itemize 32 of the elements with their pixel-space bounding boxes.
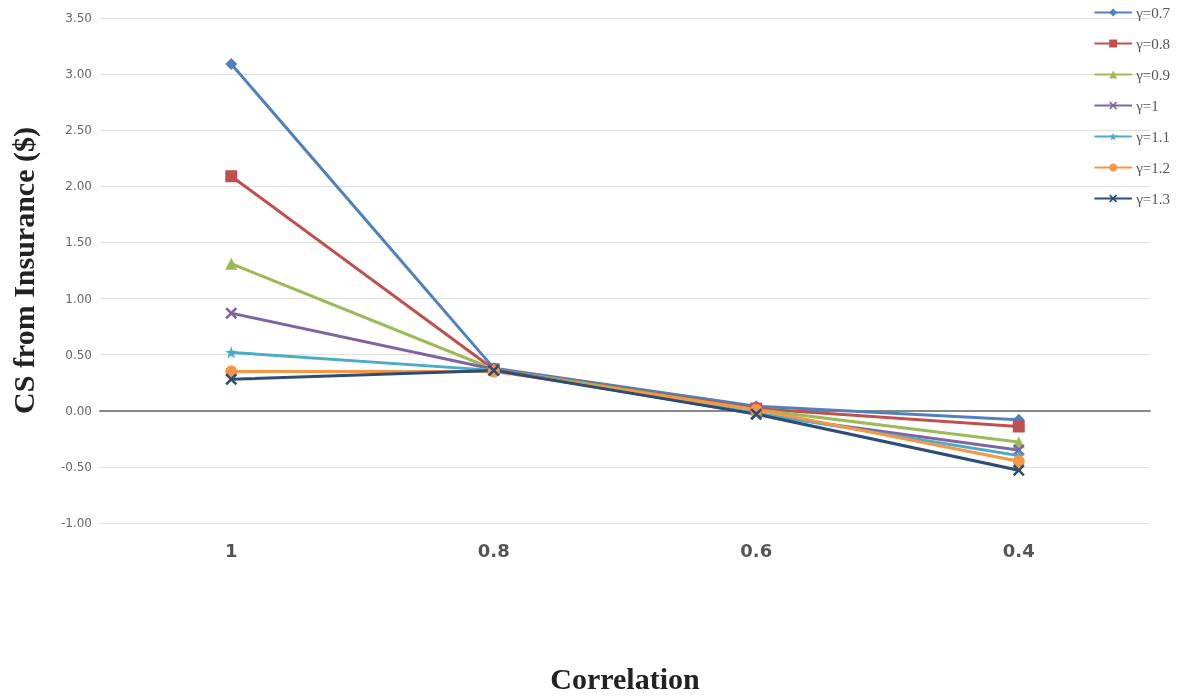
point	[225, 257, 238, 270]
x-tick-label: 0.6	[740, 539, 773, 561]
y-tick-label: 0.00	[65, 403, 92, 418]
legend-label: γ=0.9	[1135, 66, 1171, 83]
legend-label: γ=1.3	[1135, 190, 1171, 207]
y-tick-label: 1.00	[65, 291, 92, 306]
y-tick-label: 2.00	[65, 179, 92, 194]
y-tick-label: 3.00	[65, 67, 92, 82]
x-tick-label: 1	[224, 539, 238, 561]
point	[225, 373, 238, 386]
legend-label: γ=1	[1135, 97, 1159, 114]
point	[1012, 455, 1025, 468]
x-tick-label: 0.8	[477, 539, 510, 561]
y-tick-label: -1.00	[60, 516, 92, 530]
x-axis-title: Correlation	[550, 661, 701, 695]
y-tick-label: 3.50	[65, 11, 92, 25]
y-tick-label: 1.50	[65, 235, 92, 250]
legend-label: γ=0.8	[1135, 35, 1171, 52]
legend-label: γ=1.2	[1135, 159, 1171, 176]
y-tick-label: 0.50	[65, 347, 92, 362]
x-tick-label: 0.4	[1002, 539, 1035, 561]
point	[1012, 464, 1025, 477]
legend-label: γ=0.7	[1135, 4, 1171, 21]
point	[225, 58, 238, 71]
y-axis-title: CS from Insurance ($)	[6, 127, 41, 414]
point	[225, 346, 238, 359]
y-tick-label: -0.50	[60, 459, 92, 474]
point	[225, 170, 238, 183]
legend-label: γ=1.1	[1135, 128, 1171, 145]
point	[225, 307, 238, 320]
point	[1012, 420, 1025, 433]
y-tick-label: 2.50	[65, 123, 92, 138]
